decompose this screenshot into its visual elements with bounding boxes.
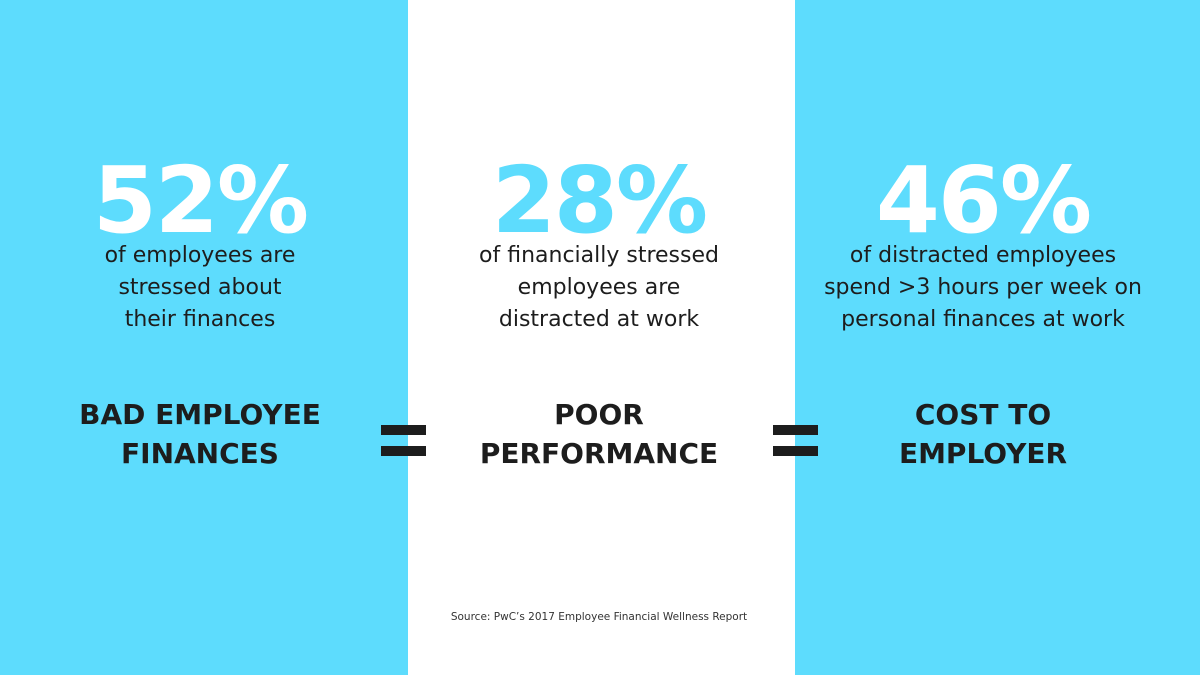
panel-background <box>795 0 1200 675</box>
outcome-label: POOR <box>554 398 644 431</box>
outcome-label: EMPLOYER <box>899 437 1067 470</box>
outcome-label: COST TO <box>915 398 1051 431</box>
outcome-label: BAD EMPLOYEE <box>79 398 321 431</box>
panel-background <box>408 0 795 675</box>
stat-description: spend >3 hours per week on <box>824 275 1142 300</box>
equals-sign <box>773 425 818 456</box>
stat-description: personal finances at work <box>841 307 1125 332</box>
stat-value: 46% <box>876 147 1090 254</box>
stat-description: stressed about <box>118 275 281 300</box>
stat-description: employees are <box>518 275 681 300</box>
stat-description: distracted at work <box>499 307 700 332</box>
stat-description: their finances <box>125 307 276 332</box>
stat-value: 52% <box>93 147 307 254</box>
outcome-label: FINANCES <box>121 437 279 470</box>
stat-description: of distracted employees <box>850 243 1116 268</box>
source-note: Source: PwC’s 2017 Employee Financial We… <box>451 611 747 623</box>
panel-background <box>0 0 408 675</box>
outcome-label: PERFORMANCE <box>480 437 718 470</box>
stat-panel: 28%of financially stressed employees are d… <box>479 147 719 470</box>
stat-value: 28% <box>492 147 706 254</box>
equals-sign <box>381 425 426 456</box>
stat-description: of employees are <box>105 243 296 268</box>
stat-panel: 46%of distracted employees spend >3 hours… <box>824 147 1142 470</box>
stat-panel: 52%of employees are stressed about their f… <box>79 147 321 470</box>
stat-description: of financially stressed <box>479 243 719 268</box>
panels: 52%of employees are stressed about their f… <box>79 147 1142 470</box>
